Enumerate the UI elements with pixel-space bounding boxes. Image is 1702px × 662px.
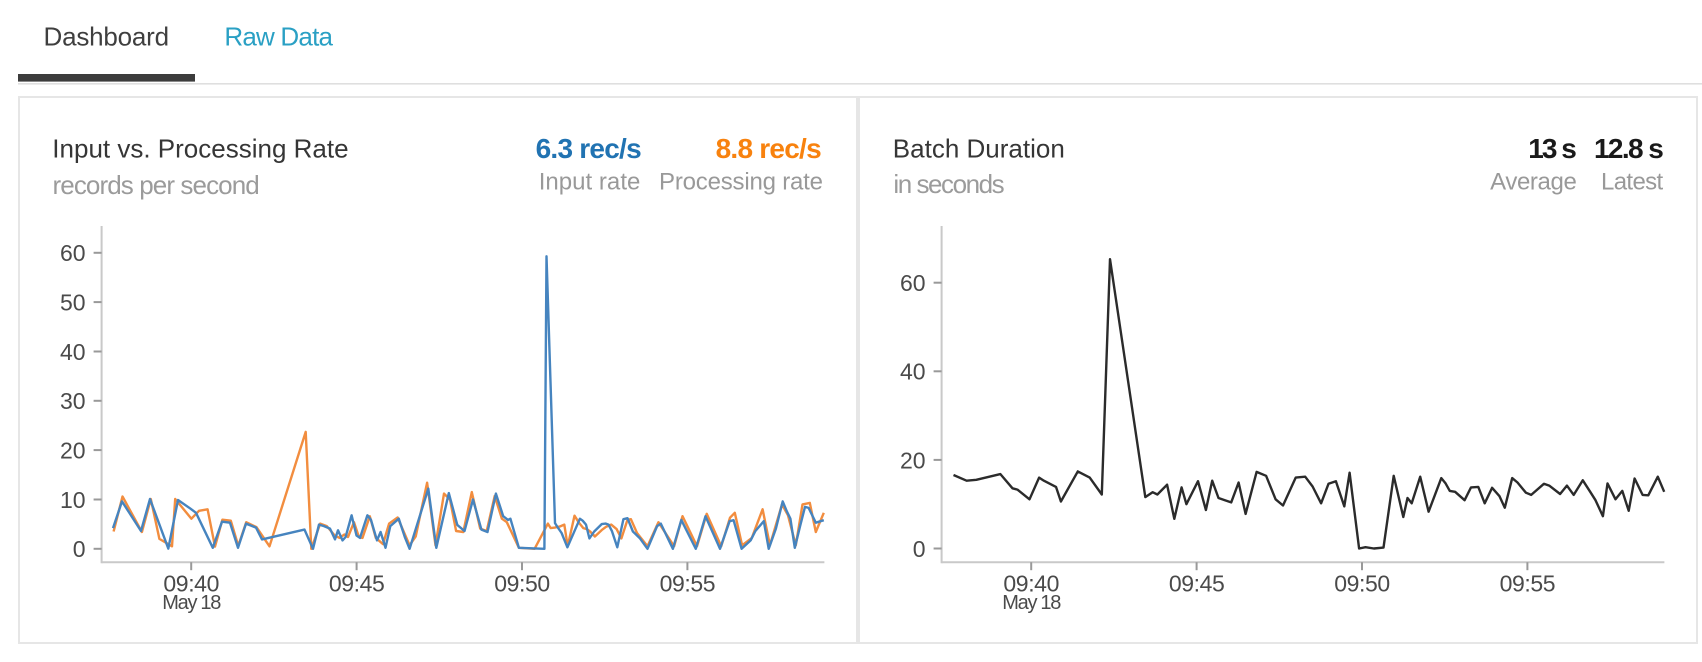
svg-text:Processing rate: Processing rate — [659, 168, 823, 195]
svg-text:40: 40 — [60, 339, 86, 365]
svg-text:09:50: 09:50 — [494, 571, 550, 597]
svg-text:8.8 rec/s: 8.8 rec/s — [716, 133, 821, 164]
svg-text:Raw Data: Raw Data — [224, 21, 333, 51]
svg-text:May 18: May 18 — [162, 592, 221, 614]
svg-text:Input rate: Input rate — [539, 168, 641, 195]
svg-text:09:40: 09:40 — [163, 571, 219, 597]
svg-text:09:40: 09:40 — [1003, 571, 1059, 597]
svg-text:6.3 rec/s: 6.3 rec/s — [536, 133, 641, 164]
svg-text:09:55: 09:55 — [660, 571, 716, 597]
svg-text:Dashboard: Dashboard — [44, 21, 169, 51]
svg-text:09:50: 09:50 — [1334, 571, 1390, 597]
svg-text:in seconds: in seconds — [893, 169, 1004, 199]
svg-text:Batch Duration: Batch Duration — [893, 134, 1065, 164]
svg-text:09:45: 09:45 — [329, 571, 385, 597]
svg-text:May 18: May 18 — [1002, 592, 1061, 614]
svg-text:Latest: Latest — [1601, 168, 1664, 195]
svg-text:10: 10 — [60, 487, 86, 513]
svg-text:09:55: 09:55 — [1500, 571, 1556, 597]
svg-text:Average: Average — [1490, 168, 1576, 195]
svg-text:20: 20 — [60, 438, 86, 464]
svg-text:09:45: 09:45 — [1169, 571, 1225, 597]
svg-text:13 s: 13 s — [1528, 133, 1576, 164]
svg-text:30: 30 — [60, 388, 86, 414]
svg-text:0: 0 — [913, 536, 926, 562]
svg-text:60: 60 — [60, 240, 86, 266]
svg-text:40: 40 — [900, 359, 926, 385]
svg-text:Input vs. Processing Rate: Input vs. Processing Rate — [52, 134, 348, 164]
svg-text:60: 60 — [900, 270, 926, 296]
svg-text:50: 50 — [60, 290, 86, 316]
svg-text:records per second: records per second — [53, 170, 259, 200]
svg-text:0: 0 — [73, 536, 86, 562]
svg-text:12.8 s: 12.8 s — [1594, 133, 1663, 164]
svg-text:20: 20 — [900, 447, 926, 473]
